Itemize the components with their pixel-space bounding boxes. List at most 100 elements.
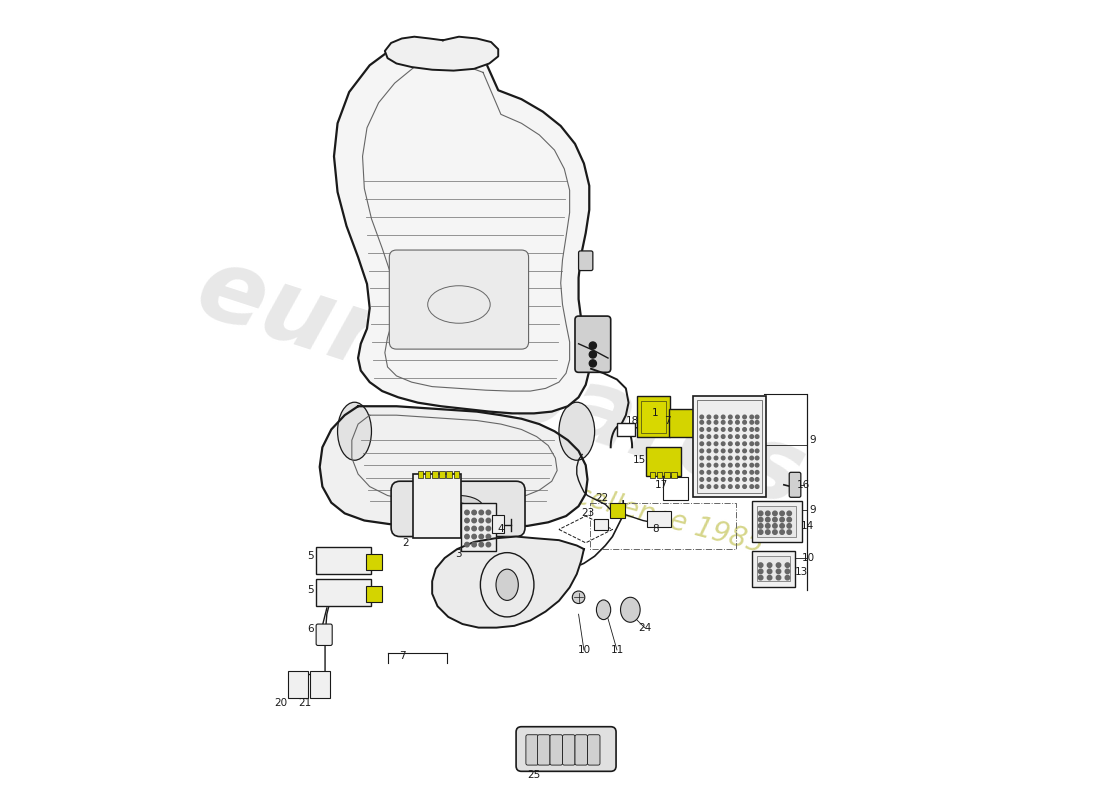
Text: 5: 5 — [308, 551, 315, 562]
Circle shape — [714, 456, 718, 460]
Circle shape — [728, 428, 733, 431]
Text: 16: 16 — [796, 480, 810, 490]
Circle shape — [700, 463, 704, 467]
Circle shape — [707, 415, 711, 418]
Circle shape — [756, 435, 759, 438]
Circle shape — [572, 591, 585, 603]
Circle shape — [714, 428, 718, 431]
Circle shape — [786, 518, 792, 522]
Circle shape — [707, 470, 711, 474]
Ellipse shape — [559, 402, 595, 460]
Circle shape — [472, 534, 476, 539]
Circle shape — [768, 575, 772, 580]
FancyBboxPatch shape — [638, 397, 670, 438]
Circle shape — [707, 463, 711, 467]
FancyBboxPatch shape — [392, 482, 525, 537]
Text: 21: 21 — [298, 698, 311, 708]
Circle shape — [722, 485, 725, 488]
Circle shape — [736, 456, 739, 460]
Circle shape — [700, 415, 704, 418]
Text: 3: 3 — [455, 550, 462, 559]
Circle shape — [768, 563, 772, 567]
Circle shape — [465, 534, 470, 539]
Text: 6: 6 — [308, 625, 315, 634]
Circle shape — [590, 351, 596, 358]
FancyBboxPatch shape — [594, 518, 608, 530]
Circle shape — [758, 530, 763, 534]
Circle shape — [766, 530, 770, 534]
Circle shape — [590, 342, 596, 349]
Circle shape — [478, 534, 484, 539]
FancyBboxPatch shape — [550, 734, 562, 765]
FancyBboxPatch shape — [366, 554, 382, 570]
Circle shape — [590, 360, 596, 367]
Circle shape — [742, 485, 747, 488]
FancyBboxPatch shape — [609, 502, 625, 518]
FancyBboxPatch shape — [425, 470, 430, 478]
FancyBboxPatch shape — [412, 474, 461, 538]
Circle shape — [700, 428, 704, 431]
FancyBboxPatch shape — [453, 470, 459, 478]
Circle shape — [777, 575, 781, 580]
Circle shape — [736, 485, 739, 488]
Circle shape — [472, 526, 476, 530]
FancyBboxPatch shape — [575, 734, 587, 765]
FancyBboxPatch shape — [657, 472, 662, 478]
Text: 7: 7 — [399, 651, 406, 661]
Circle shape — [714, 449, 718, 453]
Circle shape — [750, 442, 754, 446]
Circle shape — [742, 463, 747, 467]
Text: 25: 25 — [527, 770, 540, 780]
Circle shape — [758, 569, 763, 574]
Circle shape — [750, 470, 754, 474]
Circle shape — [700, 485, 704, 488]
Circle shape — [742, 456, 747, 460]
Circle shape — [714, 421, 718, 424]
Text: 2: 2 — [403, 538, 409, 548]
Circle shape — [728, 463, 733, 467]
Text: 13: 13 — [795, 567, 808, 578]
Circle shape — [786, 530, 792, 534]
Circle shape — [714, 470, 718, 474]
FancyBboxPatch shape — [664, 472, 670, 478]
Circle shape — [722, 435, 725, 438]
Circle shape — [714, 463, 718, 467]
Polygon shape — [385, 37, 498, 70]
Circle shape — [728, 485, 733, 488]
Circle shape — [486, 534, 491, 539]
Ellipse shape — [620, 598, 640, 622]
Text: 9: 9 — [810, 505, 816, 514]
Circle shape — [756, 478, 759, 482]
Circle shape — [465, 510, 470, 514]
Circle shape — [756, 456, 759, 460]
Circle shape — [785, 563, 790, 567]
Circle shape — [780, 511, 784, 515]
Circle shape — [758, 518, 763, 522]
Circle shape — [722, 442, 725, 446]
Circle shape — [722, 449, 725, 453]
Text: 20: 20 — [274, 698, 287, 708]
Circle shape — [707, 421, 711, 424]
Circle shape — [472, 542, 476, 547]
Circle shape — [728, 449, 733, 453]
Text: 1: 1 — [652, 408, 659, 418]
FancyBboxPatch shape — [647, 447, 681, 476]
FancyBboxPatch shape — [669, 409, 694, 438]
FancyBboxPatch shape — [693, 395, 766, 498]
Circle shape — [700, 435, 704, 438]
Circle shape — [758, 524, 763, 528]
FancyBboxPatch shape — [316, 624, 332, 646]
FancyBboxPatch shape — [516, 726, 616, 771]
Circle shape — [750, 428, 754, 431]
FancyBboxPatch shape — [650, 472, 656, 478]
Circle shape — [700, 421, 704, 424]
Circle shape — [750, 421, 754, 424]
FancyBboxPatch shape — [562, 734, 575, 765]
FancyBboxPatch shape — [538, 734, 550, 765]
Text: 15: 15 — [632, 455, 646, 465]
FancyBboxPatch shape — [757, 556, 790, 582]
Circle shape — [728, 478, 733, 482]
Circle shape — [756, 415, 759, 418]
Circle shape — [756, 463, 759, 467]
Circle shape — [714, 435, 718, 438]
